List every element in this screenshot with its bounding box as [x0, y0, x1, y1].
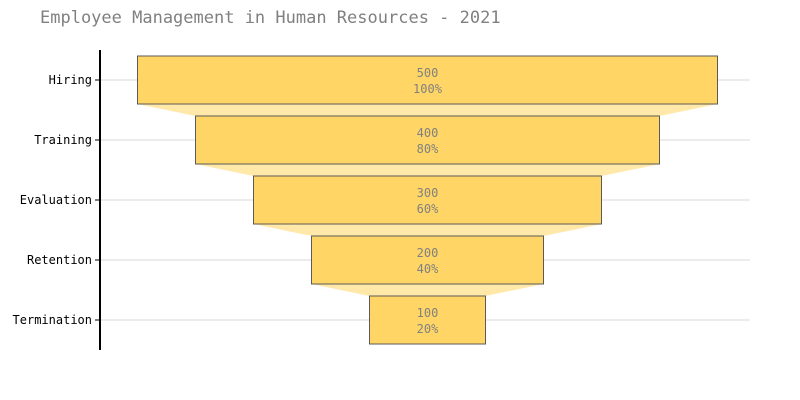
- connector-layer: [137, 104, 718, 296]
- y-tick-label: Training: [34, 133, 92, 147]
- funnel-connector: [311, 284, 544, 296]
- data-label-value: 200: [417, 246, 439, 260]
- y-tick-label: Retention: [27, 253, 92, 267]
- funnel-connector: [195, 164, 660, 176]
- data-label-value: 100: [417, 306, 439, 320]
- data-label-percent: 60%: [417, 202, 439, 216]
- data-label-percent: 80%: [417, 142, 439, 156]
- data-label-percent: 40%: [417, 262, 439, 276]
- funnel-bar-training[interactable]: [195, 115, 660, 165]
- label-layer: 500 100% 400 80% 300 60% 200 40% 100 20%: [413, 66, 443, 336]
- funnel-bar-evaluation[interactable]: [253, 175, 602, 225]
- bar-layer: [137, 55, 718, 345]
- data-label-value: 400: [417, 126, 439, 140]
- funnel-connector: [253, 224, 602, 236]
- funnel-bar-retention[interactable]: [311, 235, 544, 285]
- funnel-bar-termination[interactable]: [369, 295, 486, 345]
- funnel-connector: [137, 104, 718, 116]
- y-tick-label: Termination: [13, 313, 92, 327]
- data-label-value: 300: [417, 186, 439, 200]
- axis-layer: Hiring Training Evaluation Retention Termina…: [13, 50, 101, 350]
- data-label-percent: 20%: [417, 322, 439, 336]
- y-tick-label: Evaluation: [20, 193, 92, 207]
- y-tick-label: Hiring: [49, 73, 92, 87]
- chart-title: Employee Management in Human Resources -…: [40, 8, 501, 28]
- data-label-percent: 100%: [413, 82, 443, 96]
- funnel-bar-hiring[interactable]: [137, 55, 718, 105]
- data-label-value: 500: [417, 66, 439, 80]
